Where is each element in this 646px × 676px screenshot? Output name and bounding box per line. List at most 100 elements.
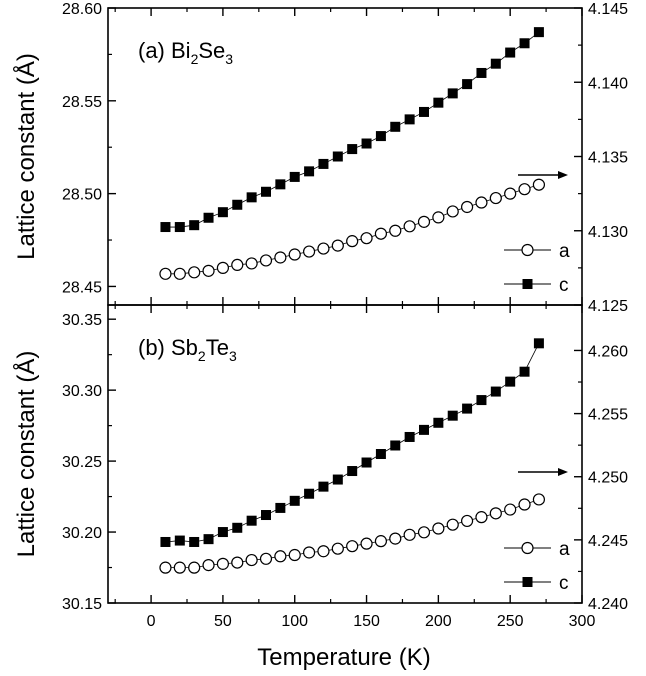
data-point-c	[189, 536, 200, 547]
data-point-c	[476, 67, 487, 78]
data-point-a	[504, 187, 517, 200]
axis-arrow-head	[558, 171, 568, 179]
panel-b: Lattice constant (Å) (b) Sb2Te3 30.1530.…	[12, 304, 628, 613]
data-point-a	[231, 556, 244, 569]
data-point-a	[302, 546, 316, 559]
data-point-a	[417, 215, 431, 228]
legend-marker-circle	[521, 541, 534, 555]
data-point-c	[390, 440, 401, 451]
data-point-a	[274, 550, 287, 563]
right-tick-label: 4.245	[588, 533, 628, 550]
right-tick-label: 4.240	[588, 596, 628, 613]
panel-a-axes: 28.45 28.50 28.55 28.60 4.125 4.130 4.135 4.140…	[62, 1, 628, 315]
data-point-a	[331, 239, 344, 252]
data-point-c	[332, 151, 343, 162]
legend-label: c	[559, 275, 569, 296]
data-point-c	[433, 97, 444, 108]
data-point-a	[245, 257, 258, 270]
data-point-a	[245, 553, 258, 567]
x-tick-label: 300	[569, 613, 596, 630]
data-point-a	[231, 258, 244, 272]
data-point-c	[217, 207, 228, 218]
panel-b-legend: ac	[504, 539, 570, 594]
data-point-a	[259, 254, 273, 267]
data-point-a	[188, 266, 201, 279]
data-point-c	[404, 431, 415, 442]
left-tick-label: 28.45	[62, 279, 102, 296]
data-point-a	[389, 224, 402, 237]
data-point-c	[490, 58, 501, 69]
data-point-c	[404, 114, 415, 125]
right-tick-label: 4.125	[588, 298, 628, 315]
data-point-c	[533, 338, 544, 349]
right-tick-label: 4.250	[588, 470, 628, 487]
data-point-c	[289, 495, 300, 506]
x-tick-label: 0	[147, 613, 156, 630]
data-point-c	[174, 535, 185, 546]
data-point-c	[390, 121, 401, 132]
data-point-a	[460, 200, 474, 214]
right-tick-label: 4.130	[588, 224, 628, 241]
panel-b-ylabel: Lattice constant (Å)	[12, 351, 40, 558]
data-point-c	[275, 179, 286, 190]
panel-a-ylabel: Lattice constant (Å)	[12, 53, 40, 260]
data-point-a	[173, 267, 186, 280]
data-point-a	[460, 514, 474, 528]
data-point-a	[302, 245, 316, 258]
data-point-c	[419, 106, 429, 117]
data-point-a	[403, 220, 416, 233]
data-point-a	[331, 542, 344, 555]
legend-label: c	[559, 573, 569, 594]
data-point-c	[189, 220, 200, 231]
data-point-c	[174, 222, 185, 233]
data-point-c	[232, 199, 243, 210]
data-point-a	[202, 559, 215, 572]
data-point-c	[332, 474, 343, 485]
data-point-c	[419, 424, 429, 435]
panel-a-title: (a) Bi2Se3	[138, 38, 233, 67]
data-point-a	[288, 248, 301, 261]
x-tick-label: 150	[353, 613, 380, 630]
data-point-c	[533, 27, 544, 38]
data-point-a	[475, 511, 488, 524]
data-point-c	[462, 79, 473, 90]
right-tick-label: 4.135	[588, 150, 628, 167]
data-point-c	[519, 366, 530, 377]
left-tick-label: 30.30	[62, 383, 102, 400]
axis-arrow-head	[558, 468, 568, 476]
data-point-a	[317, 242, 330, 255]
data-point-c	[447, 88, 458, 99]
panel-a-legend: ac	[504, 241, 570, 296]
data-point-c	[375, 449, 386, 459]
left-tick-label: 30.20	[62, 525, 102, 542]
data-point-a	[389, 532, 402, 545]
data-point-c	[375, 131, 386, 142]
data-point-a	[360, 232, 373, 245]
data-point-a	[346, 235, 359, 248]
data-point-c	[347, 466, 358, 477]
data-point-c	[261, 186, 271, 197]
data-point-a	[532, 493, 546, 506]
data-point-c	[232, 522, 243, 533]
data-point-a	[446, 205, 459, 218]
data-point-a	[317, 545, 330, 558]
data-point-a	[173, 561, 186, 574]
data-point-a	[417, 526, 431, 539]
right-tick-label: 4.260	[588, 343, 628, 360]
data-point-a	[489, 507, 502, 520]
right-tick-label: 4.140	[588, 75, 628, 92]
data-point-c	[361, 138, 372, 149]
legend-label: a	[559, 539, 570, 560]
data-point-a	[274, 251, 287, 264]
data-point-a	[518, 183, 531, 196]
data-point-a	[360, 537, 373, 550]
data-point-a	[159, 267, 172, 280]
data-point-a	[288, 548, 301, 562]
data-point-c	[261, 510, 271, 521]
data-point-c	[447, 410, 458, 421]
data-point-c	[246, 515, 257, 526]
left-tick-label: 30.35	[62, 312, 102, 329]
left-tick-label: 28.55	[62, 94, 102, 111]
data-point-a	[374, 227, 388, 240]
